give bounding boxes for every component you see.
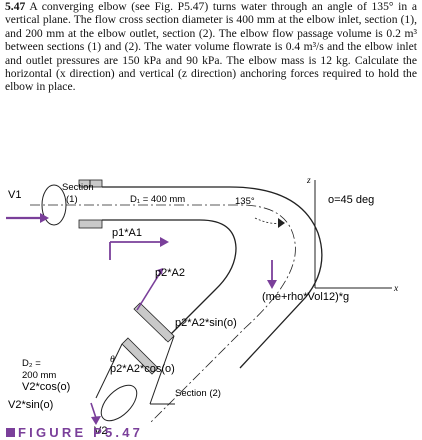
v2-arrow: [90, 402, 97, 419]
problem-statement: 5.47 A converging elbow (see Fig. P5.47)…: [5, 0, 417, 94]
figure-p5-47: Section (1) D₁ = 400 mm 135° z x D₂ = 20…: [0, 178, 422, 440]
section2-label: Section (2): [175, 388, 221, 399]
v1-arrowhead: [40, 213, 49, 223]
p1a1-arrowhead: [160, 237, 169, 247]
annotation-weight: (me+rho*Vol12)*g: [262, 291, 349, 303]
angle-label: 135°: [235, 196, 255, 207]
outlet-ellipse: [100, 384, 138, 422]
p2a2-arrow: [136, 272, 161, 311]
angle-arc: [254, 217, 281, 224]
annotation-v1: V1: [8, 189, 21, 201]
elbow-diagram: Section (1) D₁ = 400 mm 135° z x D₂ = 20…: [6, 178, 399, 437]
caption-text: FIGURE P5.47: [18, 425, 144, 440]
annotation-v2sin: V2*sin(o): [8, 399, 53, 411]
annotation-p2a2-sin: p2*A2*sin(o): [175, 317, 237, 329]
inlet-flange-bottom: [78, 219, 103, 229]
z-axis-label: z: [306, 178, 311, 186]
problem-number: 5.47: [5, 0, 26, 13]
annotation-v2cos: V2*cos(o): [22, 381, 70, 393]
annotation-p1a1: p1*A1: [112, 227, 142, 239]
x-axis-label: x: [393, 284, 399, 294]
outlet-flange-a: [121, 337, 159, 375]
annotation-p2a2: p2*A2: [155, 267, 185, 279]
p2a2-arrowhead: [157, 268, 163, 275]
d2-label-2: 200 mm: [22, 370, 56, 381]
annotation-p2a2-cos: p2*A2*cos(o): [110, 363, 175, 375]
outlet-flange-b: [133, 302, 175, 343]
theta-label: θ: [110, 355, 115, 365]
d2-label-1: D₂ =: [22, 358, 41, 369]
annotation-theta-def: o=45 deg: [328, 194, 374, 206]
section1-label: Section: [62, 182, 94, 193]
elbow-outer-wall: [102, 186, 323, 369]
problem-text: A converging elbow (see Fig. P5.47) turn…: [5, 0, 417, 94]
annotation-v2: V2: [94, 425, 107, 437]
d1-label: D₁ = 400 mm: [130, 194, 185, 205]
figure-caption: FIGURE P5.47: [6, 425, 143, 440]
weight-arrowhead: [267, 280, 277, 289]
v2-arrowhead: [91, 416, 101, 425]
section1-num: (1): [66, 194, 78, 205]
caption-square-icon: [6, 428, 15, 437]
centerline: [30, 204, 296, 424]
elbow-inner-wall: [102, 219, 237, 341]
